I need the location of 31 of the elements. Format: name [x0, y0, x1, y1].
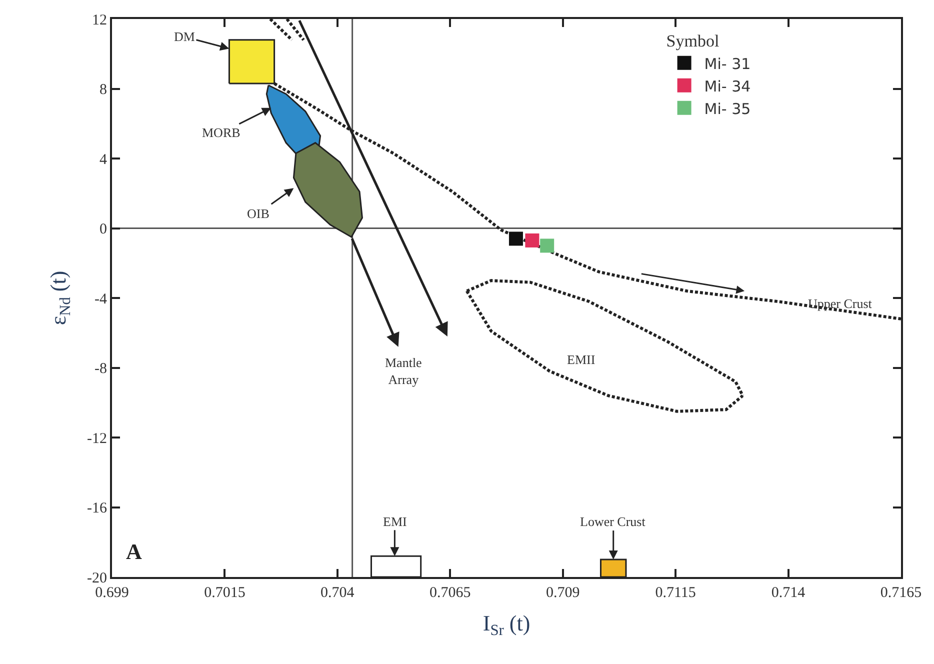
x-tick-label: 0.709 — [546, 585, 580, 601]
annotation: Lower Crust — [580, 514, 646, 529]
x-tick-label: 0.699 — [95, 585, 129, 601]
annotation: EMII — [567, 352, 596, 367]
annotation: EMI — [383, 514, 407, 529]
x-tick-label: 0.7115 — [655, 585, 696, 601]
legend-label: Mi- 31 — [704, 54, 751, 73]
x-tick-label: 0.7165 — [880, 585, 922, 601]
annotation: Upper Crust — [808, 296, 872, 311]
annotation: DM — [174, 29, 196, 44]
x-tick-label: 0.704 — [320, 585, 355, 601]
x-axis-title: I$_{Sr}$ (t) — [482, 610, 530, 640]
legend-label: Mi- 35 — [704, 100, 751, 118]
y-tick-label: -12 — [87, 430, 107, 447]
y-tick-label: 8 — [100, 82, 107, 98]
annotation: MORB — [202, 125, 241, 140]
x-tick-label: 0.714 — [771, 585, 806, 601]
legend-label: Mi- 34 — [704, 77, 751, 96]
annotation: Mantle Array — [385, 355, 422, 387]
y-tick-label: -16 — [87, 500, 108, 516]
y-tick-label: -20 — [87, 570, 107, 586]
x-tick-label: 0.7015 — [204, 585, 246, 601]
annotation: A — [126, 539, 142, 564]
y-tick-label: -4 — [94, 291, 108, 308]
y-tick-label: -8 — [94, 361, 107, 377]
annotation: OIB — [247, 206, 270, 221]
y-tick-label: 4 — [100, 152, 108, 168]
x-tick-label: 0.7065 — [430, 585, 471, 601]
legend-title: Symbol — [666, 32, 720, 51]
y-tick-label: 12 — [92, 12, 107, 28]
y-tick-label: 0 — [100, 222, 107, 238]
